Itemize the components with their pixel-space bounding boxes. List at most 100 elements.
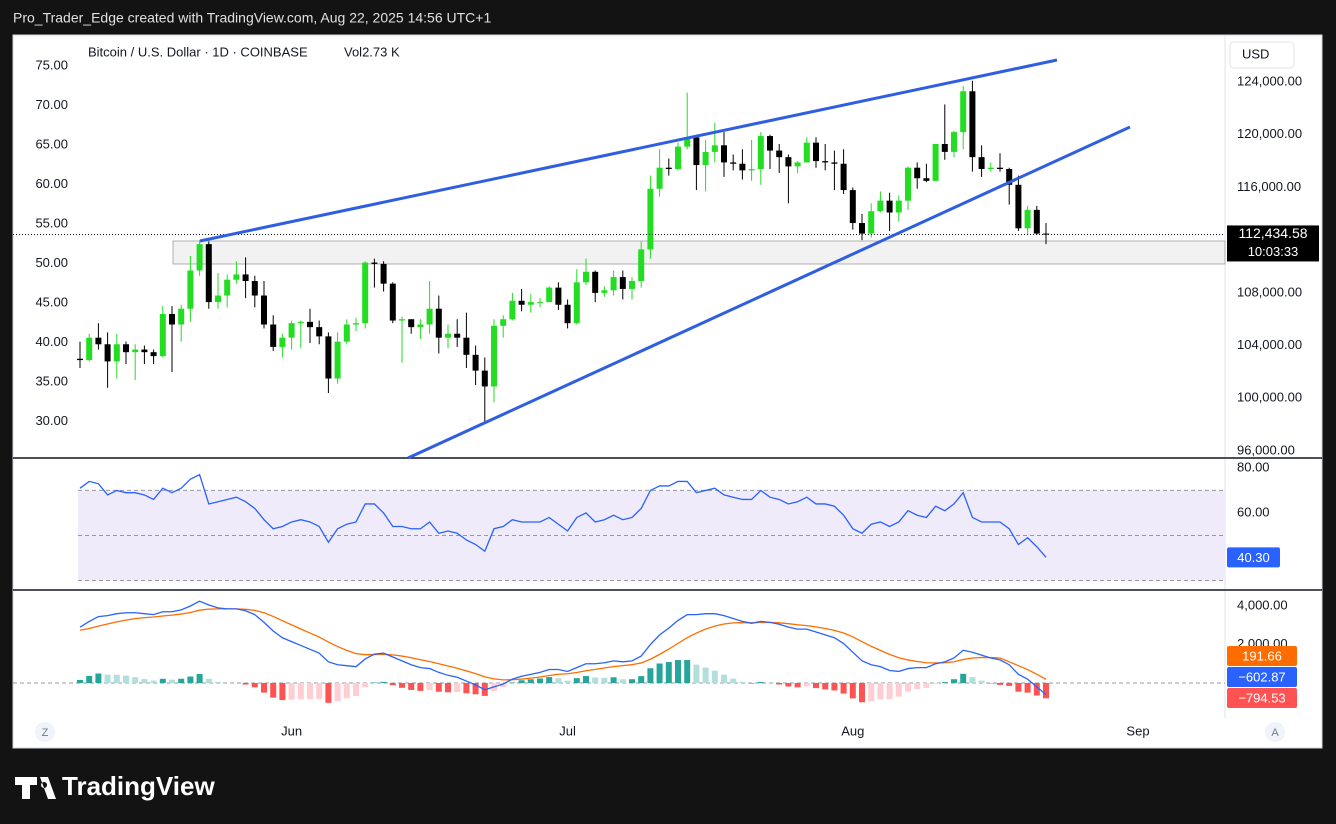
histogram-bar: [794, 683, 801, 688]
histogram-bar: [527, 679, 534, 684]
candle-body: [997, 167, 1003, 170]
macd-last-label-box: [1227, 667, 1297, 687]
button-label[interactable]: Z: [42, 727, 49, 739]
histogram-bar: [242, 683, 249, 685]
button-a[interactable]: A: [1265, 722, 1285, 742]
histogram-bar: [389, 683, 396, 686]
histogram-bar: [343, 683, 350, 699]
yticks-label: 60.00: [1237, 504, 1270, 519]
candle-body: [794, 162, 801, 167]
yticks-label: 124,000.00: [1237, 73, 1302, 88]
candle-body: [951, 132, 957, 152]
candle-body: [426, 308, 433, 325]
histogram-bar: [573, 678, 580, 684]
candle-body: [251, 281, 258, 296]
histogram-bar: [1033, 683, 1040, 696]
histogram-bar: [123, 675, 129, 684]
histogram-bar: [454, 683, 461, 692]
histogram-bar: [555, 678, 562, 684]
yticks-label: 96,000.00: [1237, 442, 1295, 457]
histogram-bar: [537, 678, 543, 684]
histogram-bar: [205, 678, 212, 684]
histogram-bar: [95, 673, 102, 684]
histogram-bar: [785, 683, 792, 687]
histogram-bar: [196, 673, 203, 684]
histogram-bar: [1015, 683, 1022, 692]
histogram-bar: [840, 683, 847, 694]
candle-body: [187, 270, 194, 309]
candle-body: [573, 282, 580, 324]
candle-body: [261, 295, 267, 325]
histogram-bar: [592, 677, 599, 684]
histogram-bar: [104, 674, 111, 684]
candle-body: [675, 146, 681, 170]
candle-body: [564, 304, 571, 324]
histogram-bar: [730, 678, 737, 684]
candle-body: [270, 324, 277, 347]
histogram-bar: [1024, 683, 1031, 693]
histogram-bar: [215, 682, 221, 684]
candle-body: [914, 167, 921, 179]
currency-button[interactable]: [1229, 41, 1295, 69]
candle-body: [886, 200, 893, 213]
button-z[interactable]: Z: [35, 722, 55, 742]
candle-body: [527, 302, 534, 305]
candle-body: [150, 352, 157, 357]
y2ticks-label: 75.00: [35, 57, 68, 72]
logo-text: TradingView: [62, 771, 215, 801]
histogram-bar: [279, 683, 286, 701]
candle-body: [895, 200, 902, 213]
candle-body: [481, 370, 488, 387]
candle-body: [343, 324, 350, 342]
histogram-bar: [619, 679, 626, 684]
candle-body: [169, 313, 175, 325]
histogram-bar: [1043, 683, 1049, 699]
candle-body: [205, 244, 212, 303]
histogram-bar: [822, 683, 829, 690]
candle-body: [592, 271, 599, 293]
candle-body: [196, 244, 203, 271]
histogram-bar: [518, 680, 525, 684]
y2ticks-label: 55.00: [35, 215, 68, 230]
y2ticks-label: 40.00: [35, 334, 68, 349]
candle-body: [307, 321, 313, 328]
price-tag: [1227, 225, 1319, 262]
candle-body: [629, 281, 635, 289]
candle-body: [665, 167, 672, 170]
histogram-bar: [748, 683, 755, 684]
histogram-bar: [417, 683, 424, 691]
candle-body: [132, 349, 139, 353]
candle-body: [242, 274, 249, 282]
zone: [172, 240, 1226, 265]
histogram-bar: [895, 683, 902, 697]
candle-body: [941, 143, 948, 152]
histogram-bar: [325, 683, 332, 703]
candle-body: [104, 344, 111, 362]
histogram-bar: [693, 664, 700, 684]
candle-body: [702, 151, 709, 166]
candle-body: [969, 91, 976, 158]
histogram-bar: [380, 681, 387, 684]
histogram-bar: [178, 678, 185, 684]
histogram-bar: [803, 683, 810, 687]
histogram-bar: [978, 680, 985, 684]
y2ticks-label: 50.00: [35, 255, 68, 270]
y2ticks-label: 60.00: [35, 176, 68, 191]
candle-body: [1033, 209, 1040, 234]
candle-body: [297, 321, 304, 324]
histogram-bar: [316, 683, 323, 700]
x-tick-label: Jul: [559, 723, 576, 738]
histogram-bar: [877, 683, 884, 700]
candle-body: [325, 336, 332, 379]
histogram-bar: [711, 670, 718, 684]
candle-body: [987, 167, 994, 170]
histogram-bar: [445, 683, 451, 693]
candle-body: [610, 277, 617, 291]
histogram-bar: [132, 677, 139, 684]
macd-last-label: −602.87: [1238, 669, 1285, 684]
candle-body: [123, 344, 129, 353]
button-label[interactable]: A: [1271, 727, 1279, 739]
currency[interactable]: USD: [1242, 46, 1269, 61]
